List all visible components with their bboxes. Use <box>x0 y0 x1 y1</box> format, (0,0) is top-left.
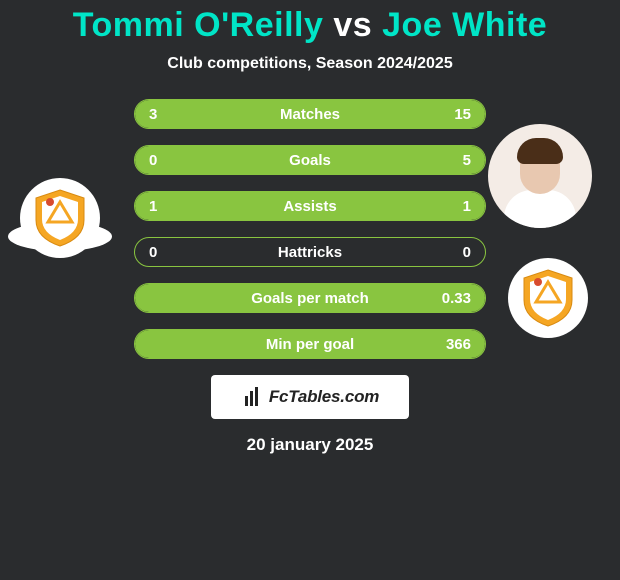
club-crest-icon <box>522 268 574 328</box>
subtitle: Club competitions, Season 2024/2025 <box>0 55 620 73</box>
stat-label: Min per goal <box>266 336 354 353</box>
date-label: 20 january 2025 <box>0 435 620 455</box>
stat-row: 1 Assists 1 <box>134 191 486 221</box>
stat-fill-left <box>135 100 193 128</box>
player2-club-badge <box>508 258 588 338</box>
club-crest-icon <box>34 188 86 248</box>
bars-icon <box>241 386 263 408</box>
player1-name: Tommi O'Reilly <box>73 6 324 44</box>
stat-value-left: 0 <box>149 152 157 169</box>
comparison-title: Tommi O'Reilly vs Joe White <box>0 0 620 45</box>
stat-row: Min per goal 366 <box>134 329 486 359</box>
watermark: FcTables.com <box>211 375 409 419</box>
stat-value-right: 366 <box>446 336 471 353</box>
stat-value-right: 5 <box>463 152 471 169</box>
player2-avatar <box>488 124 592 228</box>
stat-value-left: 0 <box>149 244 157 261</box>
watermark-text: FcTables.com <box>269 387 379 407</box>
stat-value-left: 3 <box>149 106 157 123</box>
stat-row: 0 Hattricks 0 <box>134 237 486 267</box>
stat-value-left: 1 <box>149 198 157 215</box>
stat-value-right: 1 <box>463 198 471 215</box>
stat-value-right: 0 <box>463 244 471 261</box>
stat-row: Goals per match 0.33 <box>134 283 486 313</box>
stat-value-right: 0.33 <box>442 290 471 307</box>
stat-label: Matches <box>280 106 340 123</box>
stat-label: Hattricks <box>278 244 342 261</box>
stat-label: Goals per match <box>251 290 369 307</box>
stat-row: 3 Matches 15 <box>134 99 486 129</box>
stat-value-right: 15 <box>454 106 471 123</box>
avatar-shirt <box>504 190 576 228</box>
avatar-hair <box>517 138 563 164</box>
vs-label: vs <box>333 6 372 44</box>
stat-row: 0 Goals 5 <box>134 145 486 175</box>
player2-name: Joe White <box>382 6 547 44</box>
stat-label: Goals <box>289 152 331 169</box>
stat-label: Assists <box>283 198 336 215</box>
stats-container: 3 Matches 15 0 Goals 5 1 Assists 1 0 Hattricks 0 Goa… <box>134 99 486 359</box>
player1-club-badge <box>20 178 100 258</box>
